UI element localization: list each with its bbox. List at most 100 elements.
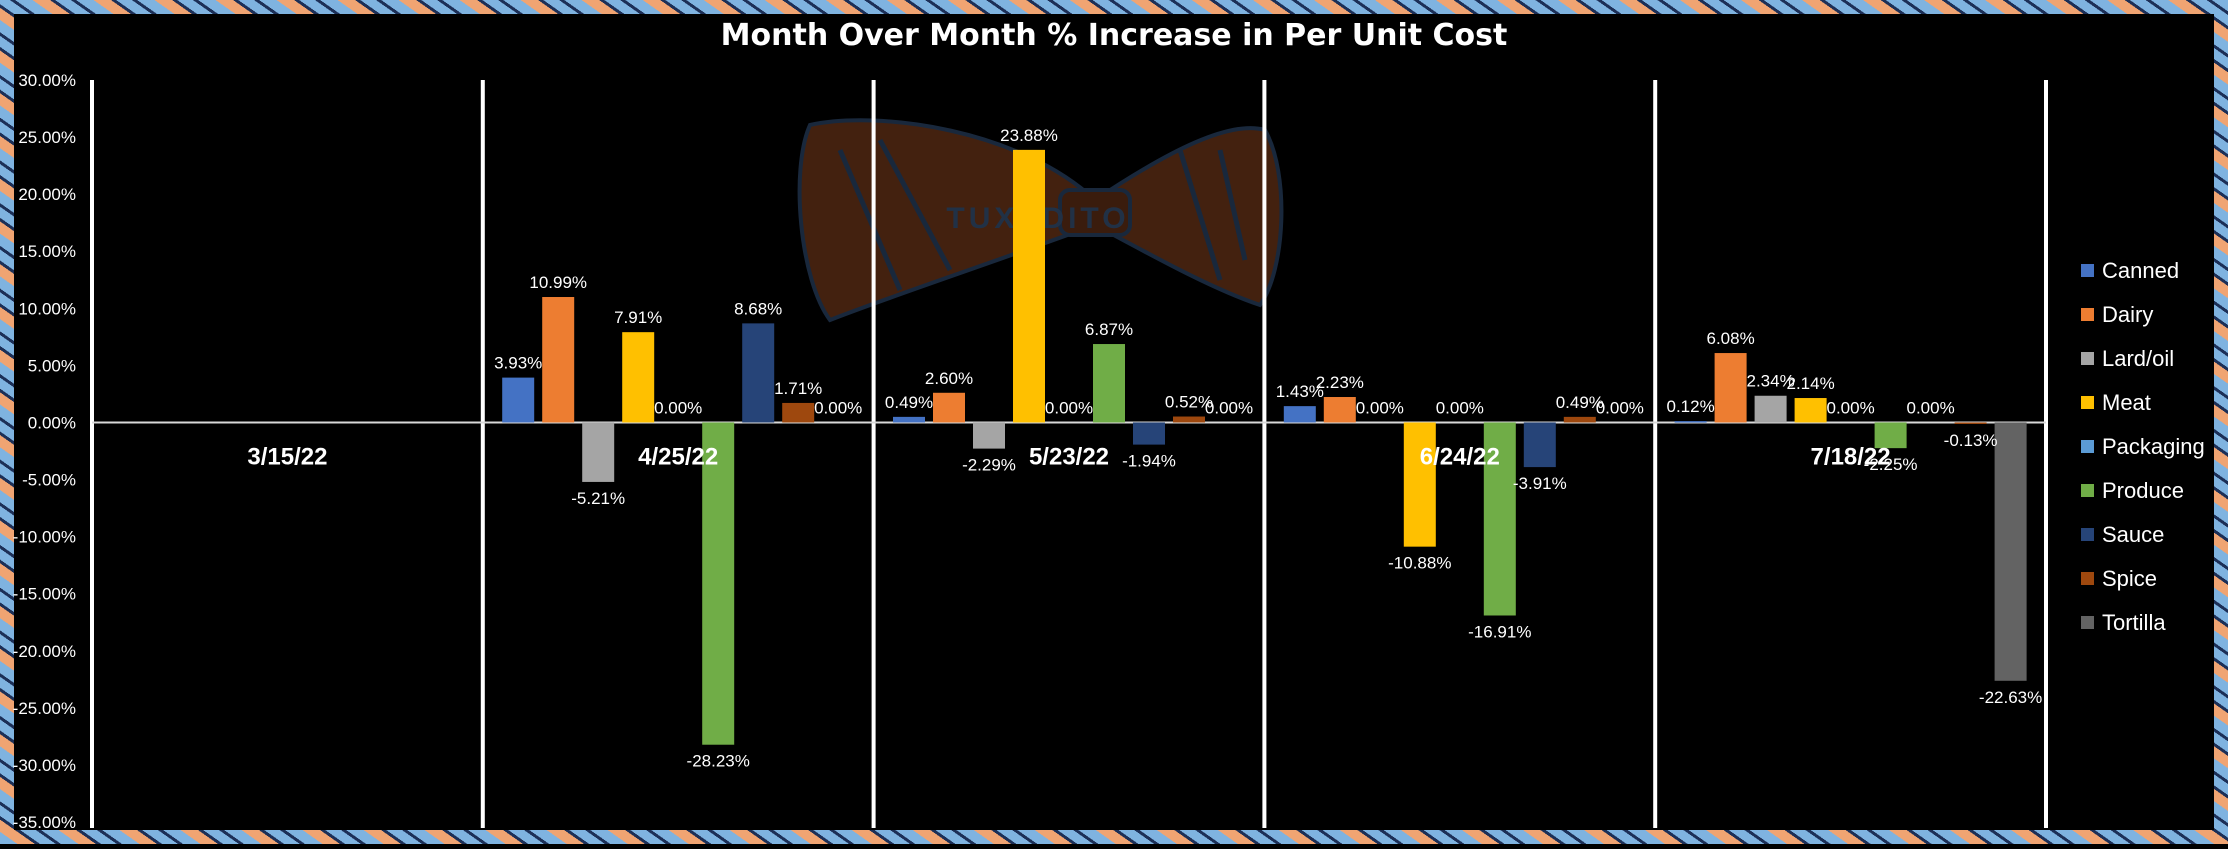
legend-swatch — [2081, 264, 2094, 277]
chart-title: Month Over Month % Increase in Per Unit … — [721, 18, 1508, 53]
bar-canned-2 — [893, 416, 925, 423]
data-label: 2.60% — [925, 369, 973, 388]
bar-canned-3 — [1283, 406, 1316, 423]
data-label: 2.23% — [1316, 373, 1364, 392]
data-label: -22.63% — [1979, 688, 2042, 707]
data-label: 23.88% — [1000, 126, 1058, 145]
legend-swatch — [2081, 352, 2094, 365]
data-label: 7.91% — [614, 308, 662, 327]
data-label: 10.99% — [529, 273, 587, 292]
data-label: 0.00% — [1205, 398, 1253, 417]
data-label: 1.43% — [1276, 382, 1324, 401]
bar-produce-2 — [1093, 344, 1125, 423]
bar-meat-3 — [1403, 422, 1436, 547]
legend-label: Tortilla — [2102, 610, 2166, 635]
category-dividers — [90, 80, 2048, 828]
legend-label: Meat — [2102, 390, 2151, 415]
legend-label: Sauce — [2102, 522, 2164, 547]
y-tick-label: -10.00% — [13, 528, 76, 547]
legend-label: Produce — [2102, 478, 2184, 503]
bar-produce-1 — [702, 422, 735, 745]
data-label: 0.12% — [1666, 397, 1714, 416]
data-label: 0.00% — [1596, 398, 1644, 417]
y-tick-label: 15.00% — [18, 242, 76, 261]
category-label: 3/15/22 — [247, 443, 327, 470]
bar-sauce-3 — [1523, 422, 1556, 468]
bar-meat-4 — [1794, 398, 1827, 423]
data-label: 8.68% — [734, 299, 782, 318]
bar-sauce-1 — [742, 323, 775, 423]
category-label: 4/25/22 — [638, 443, 718, 470]
data-label: 0.52% — [1165, 393, 1213, 412]
legend-swatch — [2081, 308, 2094, 321]
data-label: -28.23% — [687, 752, 750, 771]
bar-dairy-3 — [1323, 397, 1356, 423]
bar-lard-oil-2 — [973, 422, 1005, 449]
legend-swatch — [2081, 528, 2094, 541]
bar-produce-4 — [1874, 422, 1907, 449]
legend-label: Lard/oil — [2102, 346, 2174, 371]
legend-swatch — [2081, 440, 2094, 453]
bar-canned-4 — [1674, 421, 1707, 423]
y-tick-label: -20.00% — [13, 642, 76, 661]
data-label: 0.00% — [1906, 398, 1954, 417]
y-tick-label: 20.00% — [18, 185, 76, 204]
y-tick-label: 0.00% — [28, 413, 76, 432]
data-label: -10.88% — [1388, 554, 1451, 573]
bar-meat-1 — [622, 332, 655, 423]
bar-tortilla-4 — [1994, 422, 2027, 681]
bar-dairy-4 — [1714, 353, 1747, 423]
data-label: -16.91% — [1468, 622, 1531, 641]
data-label: 0.00% — [1826, 398, 1874, 417]
data-label: 0.00% — [654, 398, 702, 417]
y-tick-label: 25.00% — [18, 128, 76, 147]
category-labels: 3/15/22 4/25/22 5/23/22 6/24/22 7/18/22 — [247, 443, 1890, 470]
legend-label: Dairy — [2102, 302, 2153, 327]
data-label: 0.00% — [1436, 398, 1484, 417]
legend: Canned Dairy Lard/oil Meat Packaging Produce S… — [2081, 258, 2205, 635]
legend-swatch — [2081, 572, 2094, 585]
bar-spice-1 — [782, 402, 815, 423]
data-label: 0.00% — [1045, 398, 1093, 417]
data-label: -1.94% — [1122, 452, 1176, 471]
legend-label: Spice — [2102, 566, 2157, 591]
bar-lard-oil-1 — [582, 422, 615, 482]
data-label: 2.34% — [1746, 372, 1794, 391]
y-tick-label: -5.00% — [22, 471, 76, 490]
data-label: -2.29% — [962, 456, 1016, 475]
data-label: 0.00% — [1356, 398, 1404, 417]
data-label: 1.71% — [774, 379, 822, 398]
category-label: 6/24/22 — [1420, 443, 1500, 470]
bar-canned-1 — [502, 377, 535, 423]
legend-swatch — [2081, 616, 2094, 629]
y-tick-label: -15.00% — [13, 585, 76, 604]
legend-swatch — [2081, 484, 2094, 497]
legend-label: Packaging — [2102, 434, 2205, 459]
bar-meat-2 — [1013, 149, 1045, 423]
bar-lard-oil-4 — [1754, 395, 1787, 423]
y-tick-label: -30.00% — [13, 756, 76, 775]
data-label: 0.00% — [814, 398, 862, 417]
data-label: -5.21% — [571, 489, 625, 508]
data-label: 6.87% — [1085, 320, 1133, 339]
y-tick-label: -25.00% — [13, 699, 76, 718]
bar-produce-3 — [1483, 422, 1516, 616]
data-label: 0.49% — [885, 393, 933, 412]
data-label: -2.25% — [1864, 455, 1918, 474]
category-label: 7/18/22 — [1811, 443, 1891, 470]
bar-spice-2 — [1173, 416, 1205, 423]
y-axis: 30.00% 25.00% 20.00% 15.00% 10.00% 5.00% 0.00%… — [13, 71, 76, 832]
legend-swatch — [2081, 396, 2094, 409]
bar-dairy-2 — [933, 392, 965, 423]
data-label: 6.08% — [1706, 329, 1754, 348]
bar-spice-3 — [1563, 416, 1596, 423]
data-labels: 3.93% 10.99% -5.21% 7.91% 0.00% -28.23% 8.68% 1… — [494, 126, 2042, 771]
y-tick-label: 10.00% — [18, 299, 76, 318]
data-label: 3.93% — [494, 354, 542, 373]
bar-spice-4 — [1954, 422, 1987, 424]
bar-dairy-1 — [542, 297, 575, 423]
y-tick-label: -35.00% — [13, 813, 76, 832]
bar-sauce-2 — [1133, 422, 1165, 445]
